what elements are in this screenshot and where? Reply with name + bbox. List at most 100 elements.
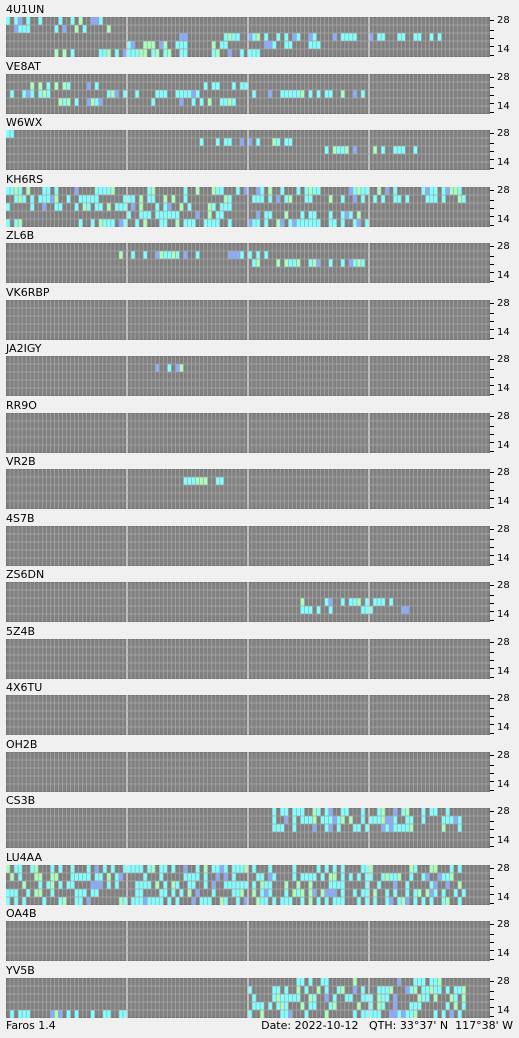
heard-cell: [385, 816, 390, 824]
heard-cell: [179, 364, 184, 372]
band-timeline-grid: [6, 469, 490, 509]
heard-cell: [381, 872, 386, 881]
heard-cell: [223, 194, 228, 203]
heard-cell: [409, 872, 414, 881]
heard-cell: [304, 1009, 309, 1018]
heard-cell: [114, 872, 119, 881]
heard-cell: [260, 896, 265, 905]
heard-cell: [106, 186, 111, 195]
heard-cell: [147, 864, 152, 873]
heard-cell: [248, 49, 253, 57]
heard-cell: [46, 186, 51, 195]
heard-cell: [94, 194, 99, 203]
heard-cell: [82, 888, 87, 897]
heard-cell: [417, 33, 422, 41]
heard-cell: [441, 816, 446, 824]
heard-cell: [231, 864, 236, 873]
heard-cell: [207, 210, 212, 219]
heard-cell: [248, 1009, 253, 1018]
heard-cell: [324, 816, 329, 824]
heard-cell: [183, 49, 188, 57]
heard-cell: [348, 993, 353, 1002]
axis-tick: [490, 724, 494, 725]
heard-cell: [175, 218, 180, 227]
heard-cell: [336, 816, 341, 824]
heard-cell: [312, 816, 317, 824]
heard-cell: [344, 210, 349, 219]
heard-cell: [296, 880, 301, 889]
heard-cell: [344, 808, 349, 816]
heard-cell: [308, 606, 313, 614]
heard-cell: [155, 896, 160, 905]
heard-cell: [171, 880, 176, 889]
heard-cell: [159, 888, 164, 897]
heard-cell: [179, 202, 184, 211]
band-axis: 28 14: [490, 807, 519, 849]
heard-cell: [340, 985, 345, 994]
heard-cell: [175, 364, 180, 372]
heard-cell: [304, 816, 309, 824]
heard-cell: [292, 993, 297, 1002]
heard-cell: [449, 864, 454, 873]
heard-cell: [62, 81, 67, 90]
heard-cell: [288, 896, 293, 905]
heard-cell: [74, 872, 79, 881]
heard-cell: [272, 872, 277, 881]
axis-label-14: 14: [497, 552, 510, 564]
heard-cell: [389, 1009, 394, 1018]
heard-cell: [207, 896, 212, 905]
heard-cell: [429, 977, 434, 986]
band-timeline-grid: [6, 525, 490, 566]
axis-tick: [490, 950, 494, 951]
axis-tick: [490, 546, 494, 548]
heard-cell: [159, 864, 164, 873]
station-callsign: CS3B: [6, 794, 36, 807]
heard-cell: [163, 89, 168, 98]
heard-cell: [304, 985, 309, 994]
band-axis: 28 14: [490, 976, 519, 1019]
heard-cell: [94, 81, 99, 90]
heard-cell: [401, 1009, 406, 1018]
heard-cell: [385, 985, 390, 994]
heard-cell: [276, 824, 281, 832]
heard-cell: [300, 218, 305, 227]
heard-cell: [252, 864, 257, 873]
heard-cell: [98, 202, 103, 211]
axis-tick: [490, 998, 494, 1000]
heard-cell: [127, 194, 132, 203]
heard-cell: [187, 872, 192, 881]
heard-cell: [155, 49, 160, 57]
heard-cell: [324, 977, 329, 986]
heard-cell: [106, 202, 111, 211]
heard-cell: [352, 218, 357, 227]
heard-cell: [276, 194, 281, 203]
axis-label-14: 14: [497, 722, 510, 733]
band-timeline-grid: [6, 186, 490, 227]
heard-cell: [304, 872, 309, 881]
heard-cell: [98, 218, 103, 227]
heard-cell: [356, 824, 361, 832]
heard-cell: [122, 194, 127, 203]
station-panel-w6wx: W6WX 28 14: [0, 115, 519, 171]
heard-cell: [389, 824, 394, 832]
heard-cell: [284, 1001, 289, 1010]
heard-cell: [219, 210, 224, 219]
axis-label-28: 28: [497, 580, 510, 591]
heard-cell: [381, 816, 386, 824]
heard-cell: [268, 872, 273, 881]
heard-cell: [324, 896, 329, 905]
heard-cell: [252, 993, 257, 1002]
heard-cell: [433, 186, 438, 195]
heard-cell: [385, 993, 390, 1002]
heard-cell: [348, 259, 353, 267]
heard-cell: [300, 816, 305, 824]
band-timeline-grid: [6, 130, 490, 170]
heard-cell: [223, 872, 228, 881]
heard-cell: [131, 896, 136, 905]
heard-cell: [6, 864, 11, 873]
heard-cell: [284, 194, 289, 203]
heard-cell: [332, 218, 337, 227]
axis-tick: [490, 450, 494, 452]
heard-cell: [364, 824, 369, 832]
heard-cell: [360, 606, 365, 614]
